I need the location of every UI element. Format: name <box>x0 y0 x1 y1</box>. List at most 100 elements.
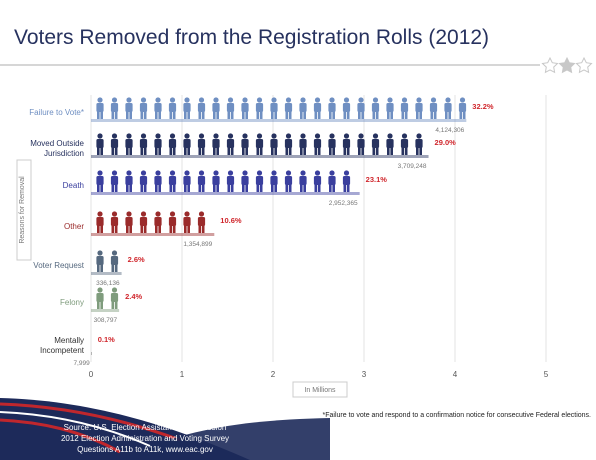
icon-head <box>184 97 190 103</box>
icon-leg <box>346 184 350 192</box>
icon-leg <box>419 111 422 119</box>
icon-leg <box>375 147 379 155</box>
icon-leg <box>288 111 292 119</box>
icon-body <box>270 176 278 185</box>
icon-body <box>154 103 162 112</box>
x-tick-label: 4 <box>453 370 458 379</box>
icon-head <box>213 97 219 103</box>
icon-body <box>415 103 423 112</box>
icon-head <box>329 97 335 103</box>
icon-body <box>313 139 322 148</box>
icon-head <box>300 133 306 139</box>
icon-leg <box>172 111 176 119</box>
bar <box>91 309 120 312</box>
icon-body <box>328 176 336 185</box>
icon-leg <box>114 147 118 155</box>
icon-body <box>386 139 394 148</box>
icon-head <box>155 170 161 176</box>
icon-leg <box>169 184 173 192</box>
icon-head <box>111 211 118 217</box>
share-label: 2.6% <box>128 255 145 264</box>
icon-leg <box>111 111 115 119</box>
icon-head <box>97 211 103 217</box>
icon-head <box>198 97 205 103</box>
flag-decoration <box>0 398 330 460</box>
icon-head <box>358 97 364 103</box>
icon-body <box>197 176 206 185</box>
icon-leg <box>343 147 347 155</box>
icon-leg <box>126 225 129 233</box>
icon-head <box>285 133 292 139</box>
icon-body <box>255 139 264 148</box>
icon-head <box>155 211 161 217</box>
icon-body <box>212 103 220 112</box>
icon-body <box>342 103 351 112</box>
icon-body <box>96 293 104 302</box>
icon-body <box>386 103 394 112</box>
icon-body <box>342 176 351 185</box>
icon-head <box>343 170 350 176</box>
icon-leg <box>230 111 234 119</box>
icon-leg <box>372 111 376 119</box>
icon-head <box>184 170 190 176</box>
icon-head <box>416 133 422 139</box>
icon-body <box>96 256 104 265</box>
icon-leg <box>184 225 187 233</box>
icon-head <box>97 287 103 293</box>
icon-leg <box>227 184 231 192</box>
value-label: 4,124,306 <box>435 127 464 134</box>
icon-leg <box>172 147 176 155</box>
icon-head <box>111 250 118 256</box>
icon-body <box>226 139 235 148</box>
icon-leg <box>172 225 176 233</box>
icon-leg <box>317 184 321 192</box>
icon-body <box>299 103 307 112</box>
value-label: 2,952,365 <box>329 200 358 207</box>
icon-head <box>285 170 292 176</box>
icon-head <box>140 133 147 139</box>
value-label: 336,136 <box>96 280 120 287</box>
icon-leg <box>169 111 173 119</box>
icon-leg <box>158 147 161 155</box>
icon-leg <box>259 147 263 155</box>
icon-leg <box>419 147 422 155</box>
icon-leg <box>390 147 393 155</box>
share-label: 32.2% <box>472 102 494 111</box>
icon-head <box>271 170 277 176</box>
icon-body <box>139 217 148 226</box>
icon-head <box>401 133 408 139</box>
icon-body <box>183 103 191 112</box>
icon-leg <box>155 184 158 192</box>
icon-head <box>227 97 234 103</box>
icon-head <box>198 211 205 217</box>
icon-leg <box>288 147 292 155</box>
icon-leg <box>114 301 118 309</box>
icon-leg <box>259 184 263 192</box>
icon-leg <box>187 111 190 119</box>
icon-leg <box>242 184 245 192</box>
icon-leg <box>111 301 115 309</box>
x-tick-label: 3 <box>362 370 367 379</box>
ylabel-box <box>16 159 32 261</box>
icon-row <box>96 133 423 155</box>
icon-head <box>169 97 176 103</box>
share-label: 29.0% <box>435 138 457 147</box>
x-tick-label: 5 <box>544 370 549 379</box>
icon-leg <box>143 111 147 119</box>
icon-leg <box>300 147 303 155</box>
icon-leg <box>343 111 347 119</box>
icon-row <box>96 287 119 309</box>
bar <box>91 192 360 195</box>
icon-body <box>284 176 293 185</box>
icon-body <box>125 217 133 226</box>
icon-leg <box>245 147 248 155</box>
icon-head <box>140 211 147 217</box>
icon-head <box>126 97 132 103</box>
icon-head <box>271 133 277 139</box>
icon-head <box>198 170 205 176</box>
icon-leg <box>198 111 202 119</box>
icon-body <box>400 139 409 148</box>
bar <box>91 352 92 355</box>
icon-leg <box>404 111 408 119</box>
